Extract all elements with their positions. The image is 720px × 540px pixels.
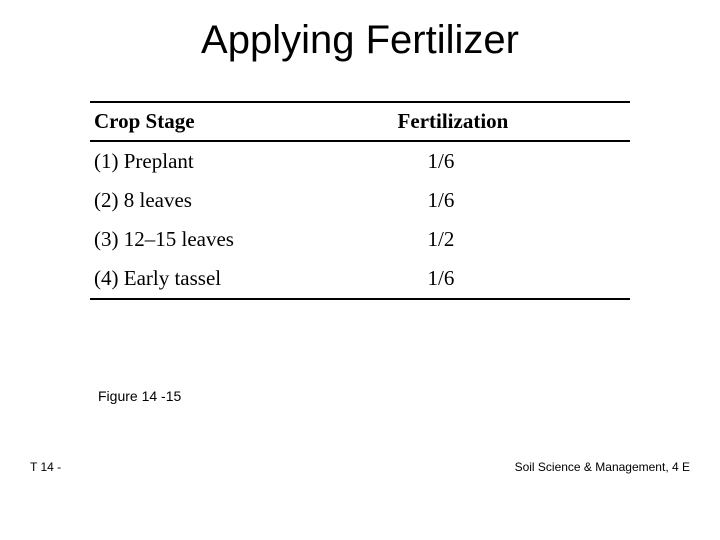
figure-label: Figure 14 -15 bbox=[98, 388, 181, 404]
cell-crop-stage: (4) Early tassel bbox=[90, 259, 338, 299]
page-title: Applying Fertilizer bbox=[0, 0, 720, 63]
footer-page-ref: T 14 - bbox=[30, 460, 61, 474]
cell-fertilization: 1/6 bbox=[338, 141, 630, 181]
cell-crop-stage: (2) 8 leaves bbox=[90, 181, 338, 220]
fertilizer-table: Crop Stage Fertilization (1) Preplant 1/… bbox=[90, 101, 630, 300]
cell-crop-stage: (1) Preplant bbox=[90, 141, 338, 181]
footer-book-ref: Soil Science & Management, 4 E bbox=[515, 460, 690, 474]
table-header-row: Crop Stage Fertilization bbox=[90, 102, 630, 141]
table-row: (4) Early tassel 1/6 bbox=[90, 259, 630, 299]
cell-fertilization: 1/6 bbox=[338, 259, 630, 299]
col-header-fertilization: Fertilization bbox=[338, 102, 630, 141]
col-header-crop-stage: Crop Stage bbox=[90, 102, 338, 141]
table-row: (3) 12–15 leaves 1/2 bbox=[90, 220, 630, 259]
table-row: (2) 8 leaves 1/6 bbox=[90, 181, 630, 220]
cell-fertilization: 1/2 bbox=[338, 220, 630, 259]
cell-fertilization: 1/6 bbox=[338, 181, 630, 220]
cell-crop-stage: (3) 12–15 leaves bbox=[90, 220, 338, 259]
fertilizer-table-container: Crop Stage Fertilization (1) Preplant 1/… bbox=[90, 101, 630, 300]
table-row: (1) Preplant 1/6 bbox=[90, 141, 630, 181]
